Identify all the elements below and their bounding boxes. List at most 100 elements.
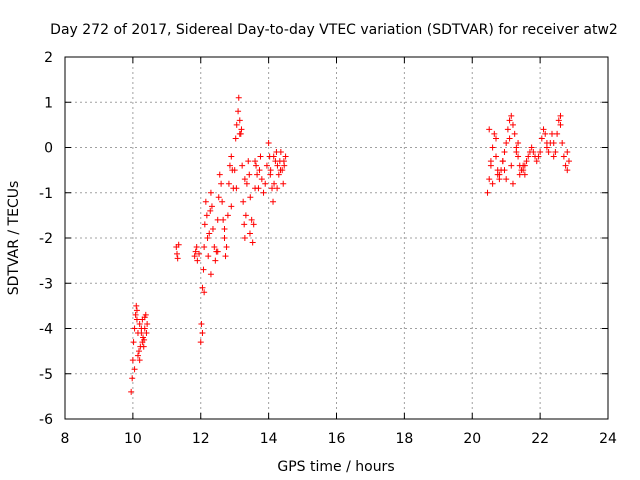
data-point [253, 162, 260, 169]
x-axis-label: GPS time / hours [277, 459, 394, 475]
data-point [248, 216, 255, 223]
data-point [199, 284, 206, 291]
data-point [235, 94, 242, 101]
data-point [141, 336, 148, 343]
data-point [270, 153, 277, 160]
data-point [271, 180, 278, 187]
data-point [557, 112, 564, 119]
data-point [554, 130, 561, 137]
data-point [241, 176, 248, 183]
data-point [559, 139, 566, 146]
x-tick-label: 22 [531, 431, 549, 447]
data-point [486, 176, 493, 183]
data-point [555, 117, 562, 124]
data-point [520, 162, 527, 169]
y-tick-label: -3 [39, 276, 53, 292]
data-point [243, 180, 250, 187]
data-point [557, 121, 564, 128]
data-point [515, 153, 522, 160]
data-point [197, 339, 204, 346]
data-point [535, 153, 542, 160]
data-point [560, 153, 567, 160]
data-point [236, 117, 243, 124]
data-point [487, 158, 494, 165]
data-point [196, 250, 203, 257]
x-tick-label: 16 [328, 431, 346, 447]
data-point [504, 126, 511, 133]
data-point [508, 162, 515, 169]
data-point [131, 366, 138, 373]
x-tick-label: 24 [599, 431, 617, 447]
data-point [257, 153, 264, 160]
data-point [538, 135, 545, 142]
x-tick-label: 10 [124, 431, 142, 447]
x-tick-label: 20 [463, 431, 481, 447]
data-point [508, 112, 515, 119]
data-point [550, 153, 557, 160]
data-point [542, 130, 549, 137]
data-point [263, 162, 270, 169]
data-point [277, 167, 284, 174]
data-points [128, 94, 572, 395]
data-point [260, 189, 267, 196]
data-point [143, 330, 150, 337]
data-point [132, 311, 139, 318]
data-point [224, 212, 231, 219]
data-point [267, 171, 274, 178]
data-point [252, 158, 259, 165]
data-point [489, 180, 496, 187]
data-point [280, 180, 287, 187]
data-point [174, 255, 181, 262]
data-point [550, 139, 557, 146]
data-point [274, 162, 281, 169]
data-point [247, 194, 254, 201]
data-point [280, 158, 287, 165]
data-point [207, 271, 214, 278]
data-point [194, 257, 201, 264]
data-point [521, 171, 528, 178]
data-point [144, 320, 151, 327]
data-point [501, 149, 508, 156]
data-point [129, 375, 136, 382]
data-point [236, 130, 243, 137]
data-point [221, 235, 228, 241]
data-point [232, 135, 239, 142]
data-point [565, 158, 572, 165]
data-point [255, 185, 262, 192]
data-point [214, 216, 221, 223]
chart-title: Day 272 of 2017, Sidereal Day-to-day VTE… [50, 22, 618, 38]
data-point [175, 241, 182, 248]
data-point [254, 171, 261, 178]
data-point [211, 244, 218, 251]
data-point [207, 189, 214, 196]
data-point [262, 180, 269, 187]
data-point [516, 171, 523, 178]
data-point [491, 130, 498, 137]
data-point [133, 316, 140, 323]
data-point [130, 339, 137, 346]
data-point [246, 230, 253, 237]
x-tick-label: 12 [192, 431, 210, 447]
data-point [530, 149, 537, 156]
data-point [537, 149, 544, 156]
data-point [242, 212, 249, 219]
data-point [515, 139, 522, 146]
data-point [245, 158, 252, 165]
data-point [231, 167, 238, 174]
data-point [198, 320, 205, 327]
data-point [258, 176, 265, 183]
data-point [225, 180, 232, 187]
data-point [233, 185, 240, 192]
data-point [503, 139, 510, 146]
data-point [136, 320, 143, 327]
data-point [274, 185, 281, 192]
data-point [246, 171, 253, 178]
data-point [222, 253, 229, 260]
data-point [525, 153, 532, 160]
data-point [193, 244, 200, 251]
data-point [204, 235, 211, 241]
data-point [562, 162, 569, 169]
data-point [256, 167, 263, 174]
